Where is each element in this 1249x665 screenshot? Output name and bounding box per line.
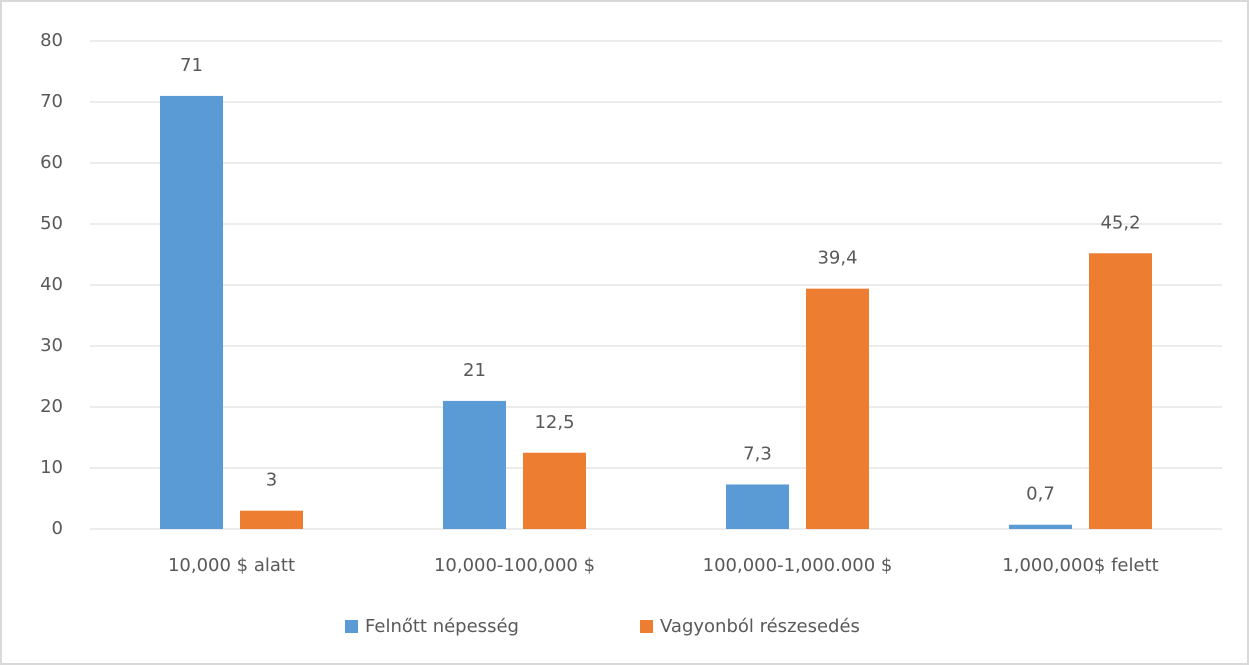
bar	[443, 400, 506, 529]
bar	[240, 510, 303, 529]
data-label: 45,2	[1100, 212, 1140, 233]
bar	[523, 452, 586, 529]
x-tick-label: 100,000-1,000.000 $	[703, 555, 893, 576]
data-label: 3	[266, 470, 277, 491]
bar	[806, 288, 869, 529]
legend-label: Vagyonból részesedés	[660, 616, 860, 637]
y-tick-label: 30	[40, 335, 63, 356]
x-tick-label: 1,000,000$ felett	[1002, 555, 1158, 576]
legend-swatch	[640, 620, 653, 633]
bar	[160, 95, 223, 530]
x-tick-label: 10,000 $ alatt	[168, 555, 295, 576]
y-tick-label: 50	[40, 213, 63, 234]
data-label: 21	[463, 360, 486, 381]
y-tick-label: 80	[40, 30, 63, 51]
legend-label: Felnőtt népesség	[365, 616, 519, 637]
bar	[1009, 524, 1072, 529]
y-tick-label: 20	[40, 396, 63, 417]
bar	[1089, 253, 1152, 529]
data-label: 12,5	[534, 412, 574, 433]
data-label: 0,7	[1026, 484, 1055, 505]
y-tick-label: 40	[40, 274, 63, 295]
x-tick-label: 10,000-100,000 $	[434, 555, 595, 576]
y-tick-label: 10	[40, 457, 63, 478]
data-label: 71	[180, 55, 203, 76]
data-label: 7,3	[743, 443, 772, 464]
y-tick-label: 0	[52, 518, 63, 539]
legend-swatch	[345, 620, 358, 633]
data-label: 39,4	[817, 248, 857, 269]
y-tick-label: 60	[40, 152, 63, 173]
bar	[726, 484, 789, 529]
y-tick-label: 70	[40, 91, 63, 112]
